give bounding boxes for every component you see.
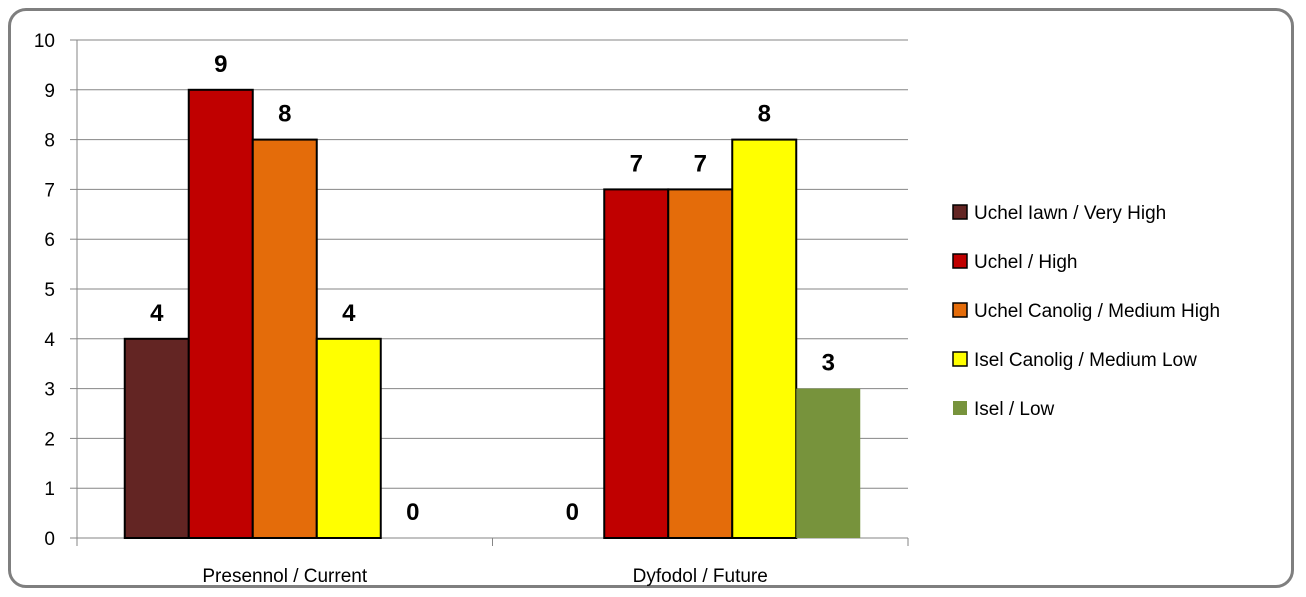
- data-label: 3: [822, 350, 835, 377]
- bar: [187, 88, 254, 540]
- data-label: 4: [150, 300, 164, 327]
- y-tick-label: 1: [44, 479, 55, 500]
- y-tick-label: 3: [44, 380, 55, 401]
- data-label: 8: [278, 101, 291, 128]
- y-tick-label: 10: [34, 31, 55, 52]
- bar: [796, 388, 861, 538]
- y-tick-label: 7: [44, 180, 55, 201]
- legend-swatch: [953, 401, 967, 415]
- data-label: 0: [566, 499, 579, 526]
- data-label: 7: [694, 150, 707, 177]
- bar: [251, 138, 318, 539]
- y-tick-label: 4: [44, 330, 55, 351]
- y-tick-label: 8: [44, 131, 55, 152]
- data-label: 0: [406, 499, 419, 526]
- legend-swatch: [952, 302, 968, 318]
- bar: [731, 138, 798, 539]
- x-tick-label: Presennol / Current: [202, 566, 367, 587]
- legend-label: Uchel Canolig / Medium High: [974, 301, 1220, 322]
- legend-label: Isel Canolig / Medium Low: [974, 350, 1197, 371]
- y-tick-label: 9: [44, 81, 55, 102]
- bar: [315, 337, 382, 539]
- data-label: 4: [342, 300, 356, 327]
- y-tick-label: 6: [44, 230, 55, 251]
- data-label: 9: [214, 51, 227, 78]
- data-label: 7: [630, 150, 643, 177]
- legend-swatch: [952, 351, 968, 367]
- legend-swatch: [952, 204, 968, 220]
- y-tick-label: 5: [44, 280, 55, 301]
- legend-swatch: [952, 253, 968, 269]
- legend-label: Uchel Iawn / Very High: [974, 203, 1166, 224]
- y-tick-label: 0: [44, 529, 55, 550]
- legend-label: Isel / Low: [974, 399, 1055, 420]
- x-tick-label: Dyfodol / Future: [633, 566, 768, 587]
- legend-label: Uchel / High: [974, 252, 1078, 273]
- data-label: 8: [758, 101, 771, 128]
- bar: [603, 188, 670, 539]
- bar: [667, 188, 734, 539]
- bar: [123, 337, 190, 539]
- y-tick-label: 2: [44, 429, 55, 450]
